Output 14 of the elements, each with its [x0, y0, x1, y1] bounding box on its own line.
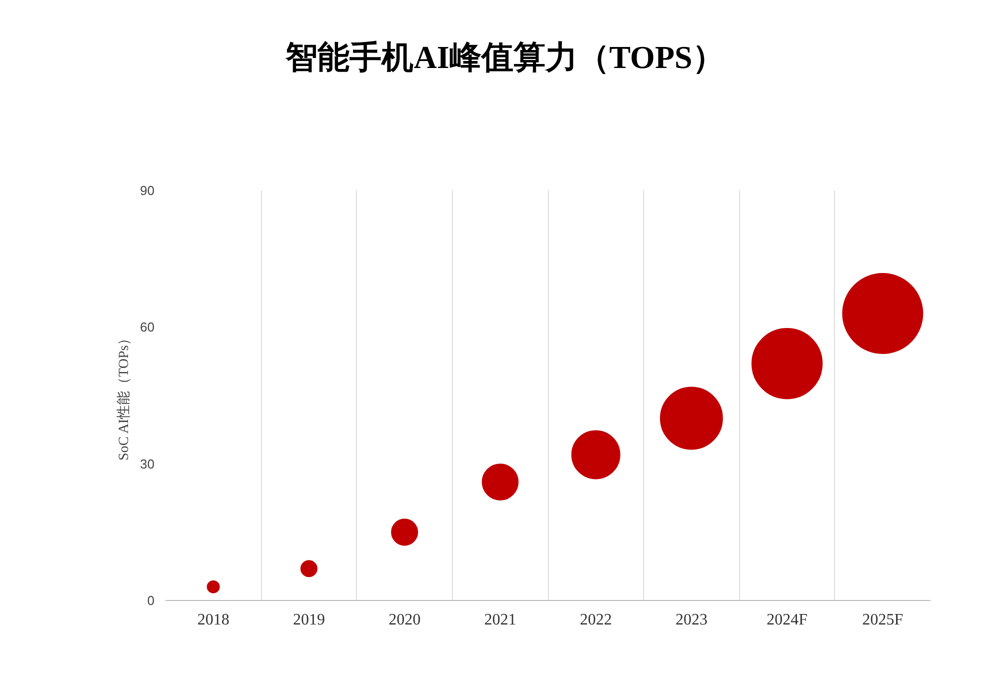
x-tick-label: 2022: [580, 612, 612, 628]
y-axis-title: SoC AI性能（TOPs）: [116, 331, 132, 461]
x-tick-label: 2019: [292, 612, 325, 628]
y-tick-label: 30: [140, 456, 155, 472]
x-tick-label: 2025F: [862, 612, 904, 628]
x-tick-label: 2021: [484, 612, 516, 628]
chart-title: 智能手机AI峰值算力（TOPS）: [286, 38, 724, 77]
y-tick-label: 90: [140, 183, 155, 198]
x-tick-label: 2023: [675, 612, 708, 628]
x-tick-label: 2018: [197, 612, 230, 628]
x-tick-label: 2020: [388, 612, 421, 628]
x-tick-label: 2024F: [766, 612, 808, 628]
y-tick-label: 60: [140, 320, 155, 335]
y-tick-label: 0: [147, 593, 155, 608]
